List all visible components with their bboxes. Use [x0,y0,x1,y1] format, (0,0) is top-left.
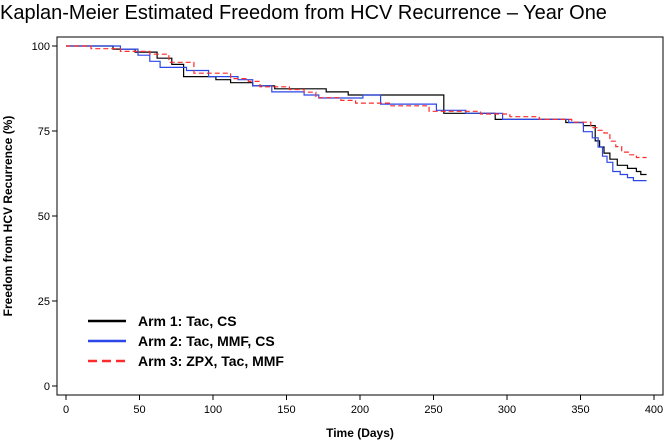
x-tick-label: 50 [133,404,145,416]
x-tick-label: 400 [645,404,663,416]
chart-title: Kaplan-Meier Estimated Freedom from HCV … [0,2,607,24]
legend-label-arm-1: Arm 1: Tac, CS [138,313,237,329]
y-tick-label: 75 [38,126,50,138]
legend-label-arm-2: Arm 2: Tac, MMF, CS [138,333,275,349]
x-tick-label: 350 [571,404,589,416]
x-tick-label: 0 [63,404,69,416]
x-axis: 0 50 100 150 200 250 300 350 400 [63,395,663,416]
x-tick-label: 250 [424,404,442,416]
x-axis-label: Time (Days) [326,426,394,440]
y-tick-label: 50 [38,211,50,223]
y-axis-label: Freedom from HCV Recurrence (%) [1,116,15,317]
x-tick-label: 300 [498,404,516,416]
x-tick-label: 100 [204,404,222,416]
y-tick-label: 25 [38,296,50,308]
series-group [66,45,647,182]
legend-label-arm-3: Arm 3: ZPX, Tac, MMF [138,353,284,369]
x-tick-label: 150 [277,404,295,416]
y-axis: 0 25 50 75 100 [32,41,57,393]
series-line-arm-2 [66,45,647,182]
legend: Arm 1: Tac, CS Arm 2: Tac, MMF, CS Arm 3: … [88,313,284,369]
y-tick-label: 100 [32,41,50,53]
x-tick-label: 200 [351,404,369,416]
y-tick-label: 0 [44,381,50,393]
series-line-arm-3 [66,45,647,159]
series-line-arm-1 [66,45,647,176]
